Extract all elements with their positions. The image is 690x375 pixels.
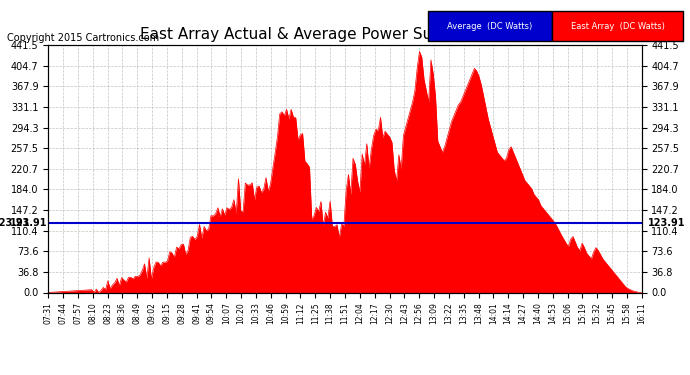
Text: 123.91: 123.91 [648, 218, 685, 228]
Text: Average  (DC Watts): Average (DC Watts) [447, 22, 533, 31]
Text: 123.91: 123.91 [10, 218, 47, 228]
Title: East Array Actual & Average Power Sun Dec 27 16:11: East Array Actual & Average Power Sun De… [140, 27, 550, 42]
Text: 123.91: 123.91 [0, 218, 30, 228]
Text: East Array  (DC Watts): East Array (DC Watts) [571, 22, 664, 31]
Text: Copyright 2015 Cartronics.com: Copyright 2015 Cartronics.com [7, 33, 159, 43]
